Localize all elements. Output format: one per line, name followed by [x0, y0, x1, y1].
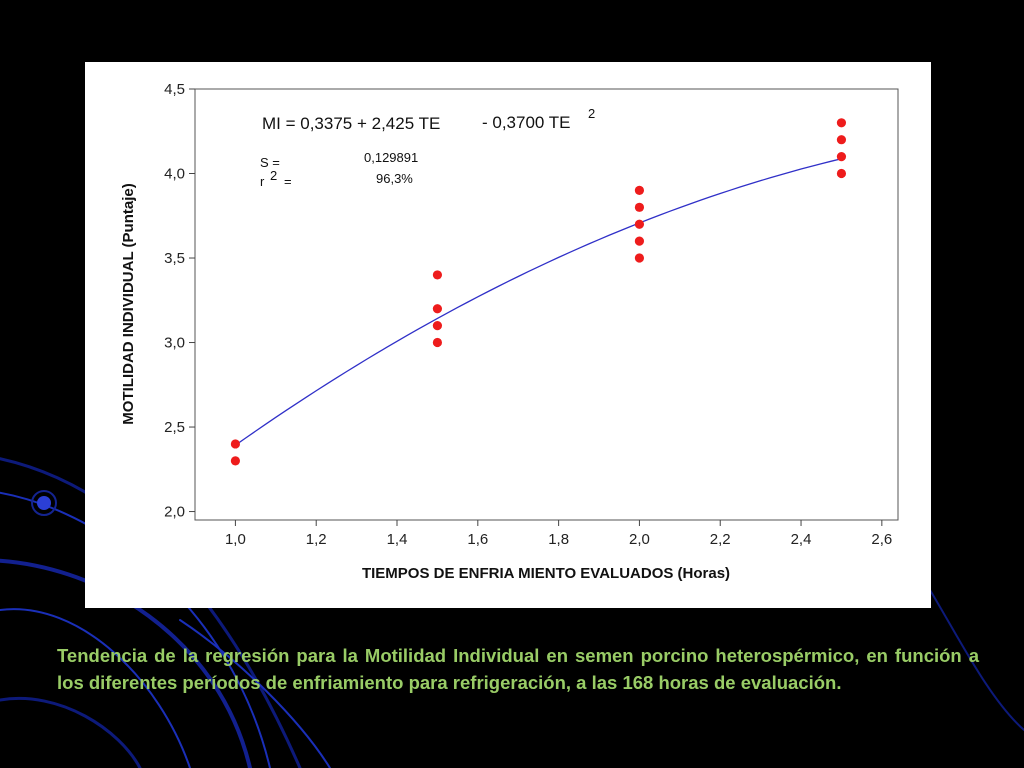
- s-label: S =: [260, 155, 280, 170]
- y-axis-title: MOTILIDAD INDIVIDUAL (Puntaje): [120, 183, 137, 424]
- fit-line: [235, 158, 842, 446]
- y-tick-label: 4,0: [164, 166, 185, 183]
- fit-line-layer: [235, 158, 842, 446]
- regression-chart: 1,0 1,2 1,4 1,6 1,8 2,0 2,2 2,4 2,6 2,0 2,5 3,0 3,5…: [120, 81, 899, 582]
- r2-label: r: [260, 174, 265, 189]
- x-tick-label: 2,6: [871, 531, 892, 548]
- y-tick-label: 2,0: [164, 504, 185, 521]
- fit-statistics: S = 0,129891 r 2 = 96,3%: [260, 150, 418, 189]
- r2-value: 96,3%: [376, 171, 413, 186]
- x-axis: 1,0 1,2 1,4 1,6 1,8 2,0 2,2 2,4 2,6: [225, 520, 892, 548]
- data-point: [432, 270, 443, 280]
- x-tick-label: 1,8: [548, 531, 569, 548]
- data-point: [634, 219, 645, 229]
- data-point: [634, 236, 645, 246]
- data-point: [836, 135, 847, 145]
- regression-equation: MI = 0,3375 + 2,425 TE - 0,3700 TE 2: [262, 106, 595, 133]
- s-value: 0,129891: [364, 150, 418, 165]
- r2-exponent: 2: [270, 168, 277, 183]
- data-point: [432, 304, 443, 314]
- r2-equals: =: [284, 174, 292, 189]
- data-point: [230, 439, 241, 449]
- data-point: [836, 118, 847, 128]
- data-point: [634, 202, 645, 212]
- x-tick-label: 1,4: [387, 531, 408, 548]
- data-point: [230, 456, 241, 466]
- x-tick-label: 2,4: [791, 531, 812, 548]
- y-tick-label: 3,5: [164, 250, 185, 267]
- chart-panel: 1,0 1,2 1,4 1,6 1,8 2,0 2,2 2,4 2,6 2,0 2,5 3,0 3,5…: [85, 62, 931, 608]
- equation-tail: - 0,3700 TE: [482, 113, 571, 132]
- y-tick-label: 3,0: [164, 335, 185, 352]
- x-axis-title: TIEMPOS DE ENFRIA MIENTO EVALUADOS (Hora…: [362, 565, 730, 582]
- x-tick-label: 1,2: [306, 531, 327, 548]
- data-point: [836, 152, 847, 162]
- data-point: [634, 253, 645, 263]
- equation-main: MI = 0,3375 + 2,425 TE: [262, 114, 440, 133]
- slide-caption: Tendencia de la regresión para la Motili…: [57, 645, 979, 693]
- x-tick-label: 2,0: [629, 531, 650, 548]
- plot-frame: [194, 88, 899, 521]
- y-axis: 2,0 2,5 3,0 3,5 4,0 4,5: [164, 81, 195, 521]
- equation-exponent: 2: [588, 106, 595, 121]
- y-tick-label: 2,5: [164, 419, 185, 436]
- data-point: [836, 168, 847, 179]
- data-points-layer: [230, 118, 847, 466]
- y-tick-label: 4,5: [164, 81, 185, 98]
- data-point: [634, 185, 645, 196]
- data-point: [432, 337, 443, 348]
- x-tick-label: 2,2: [710, 531, 731, 548]
- x-tick-label: 1,0: [225, 531, 246, 548]
- x-tick-label: 1,6: [467, 531, 488, 548]
- data-point: [432, 321, 443, 331]
